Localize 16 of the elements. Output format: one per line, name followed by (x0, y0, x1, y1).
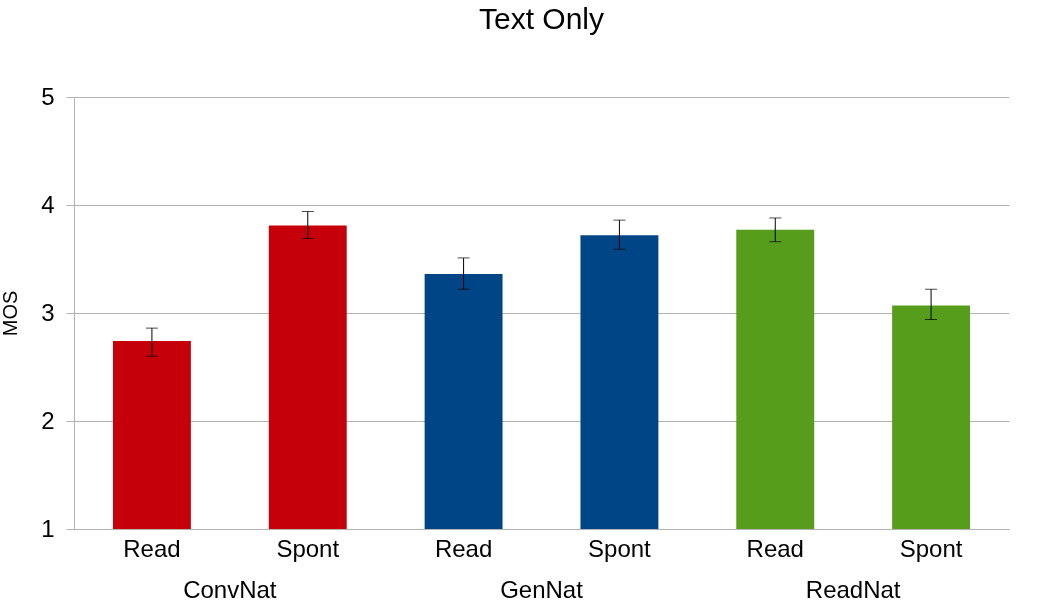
y-axis-title: MOS (0, 290, 22, 337)
y-tick-label: 1 (41, 514, 55, 542)
x-tick-label: Read (123, 534, 181, 562)
y-tick-label: 3 (41, 298, 55, 326)
text: ReadNat (805, 576, 901, 603)
x-tick-label: Read (434, 534, 493, 562)
x-tick-label: Read (746, 534, 804, 562)
y-tick-label: 4 (41, 190, 55, 218)
text: ConvNat (183, 576, 277, 603)
x-tick-label: Spont (276, 534, 340, 562)
y-tick-label: 2 (41, 406, 55, 434)
text: GenNat (500, 576, 584, 603)
y-tick-label: 5 (41, 82, 55, 110)
x-tick-label: Spont (588, 534, 652, 562)
x-tick-label: Spont (899, 534, 963, 562)
chart-title: Text Only (478, 2, 605, 35)
